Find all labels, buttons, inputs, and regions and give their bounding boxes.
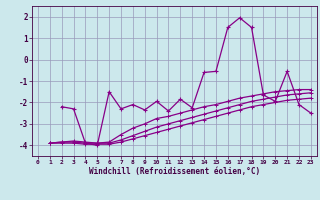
X-axis label: Windchill (Refroidissement éolien,°C): Windchill (Refroidissement éolien,°C) (89, 167, 260, 176)
